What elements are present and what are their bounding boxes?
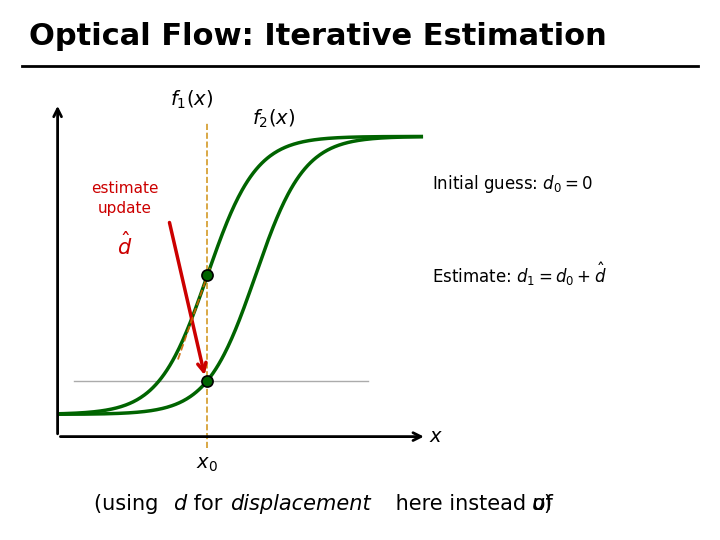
Text: Initial guess: $d_0 = 0$: Initial guess: $d_0 = 0$ bbox=[432, 173, 593, 195]
Text: $f_2(x)$: $f_2(x)$ bbox=[252, 107, 295, 130]
Text: $x_0$: $x_0$ bbox=[197, 455, 218, 474]
Text: u: u bbox=[531, 494, 544, 514]
Text: here instead of: here instead of bbox=[389, 494, 559, 514]
Text: (using: (using bbox=[94, 494, 165, 514]
Text: estimate
update: estimate update bbox=[91, 181, 158, 215]
Text: $x$: $x$ bbox=[429, 427, 444, 446]
Text: for: for bbox=[187, 494, 229, 514]
Text: Optical Flow: Iterative Estimation: Optical Flow: Iterative Estimation bbox=[29, 22, 606, 51]
Text: ): ) bbox=[544, 494, 552, 514]
Text: Estimate: $d_1 = d_0 + \hat{d}$: Estimate: $d_1 = d_0 + \hat{d}$ bbox=[432, 260, 607, 288]
Text: $f_1(x)$: $f_1(x)$ bbox=[170, 89, 213, 111]
Text: displacement: displacement bbox=[230, 494, 371, 514]
Text: $\hat{d}$: $\hat{d}$ bbox=[117, 231, 132, 259]
Text: d: d bbox=[173, 494, 186, 514]
